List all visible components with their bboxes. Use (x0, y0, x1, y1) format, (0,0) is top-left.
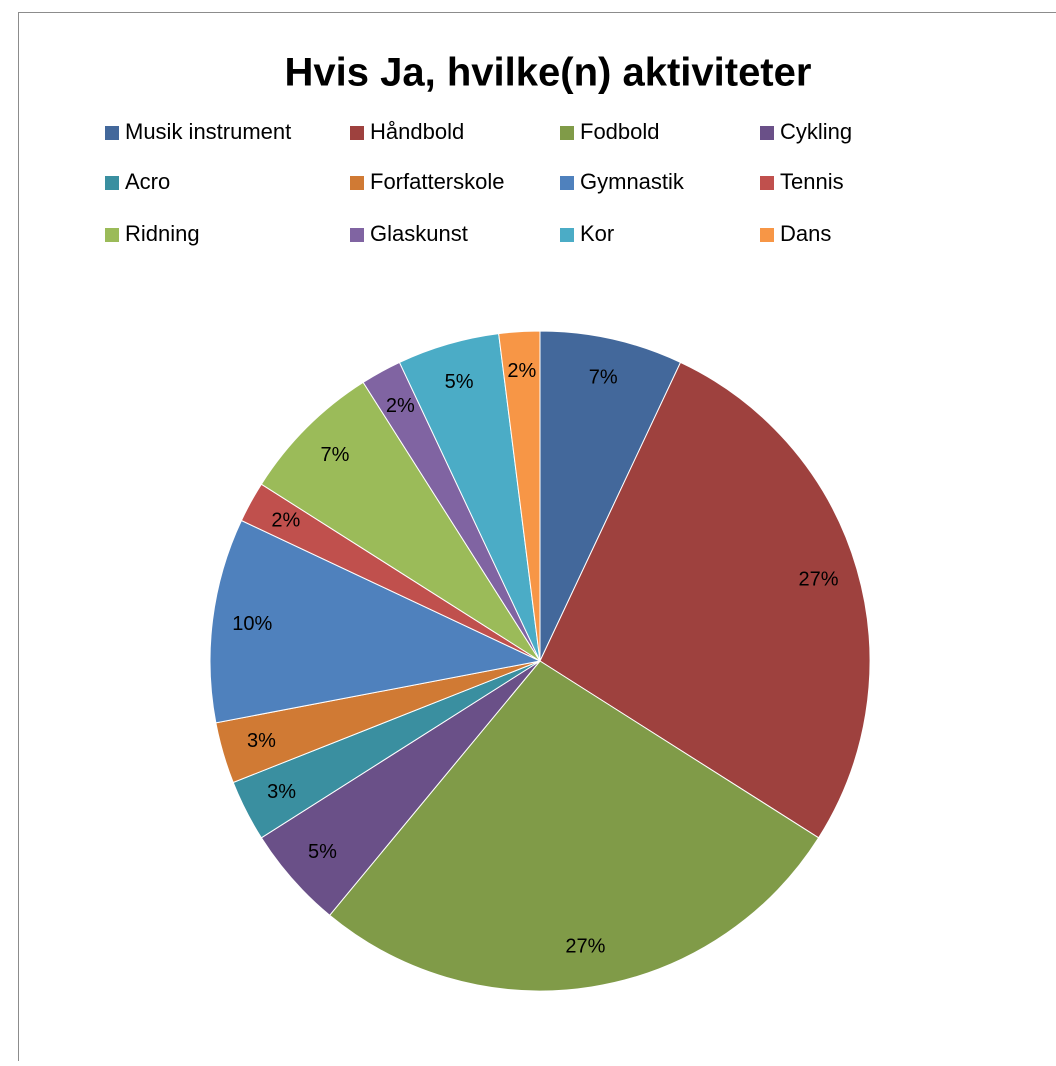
legend-swatch (760, 228, 774, 242)
legend-swatch (560, 126, 574, 140)
data-label: 10% (232, 613, 272, 635)
legend-label: Acro (125, 169, 170, 194)
legend-swatch (560, 228, 574, 242)
data-label: 3% (247, 730, 276, 752)
legend-label: Musik instrument (125, 119, 291, 144)
data-label: 2% (507, 360, 536, 382)
legend-label: Forfatterskole (370, 169, 505, 194)
legend-swatch (760, 126, 774, 140)
legend-swatch (105, 176, 119, 190)
data-label: 7% (589, 366, 618, 388)
legend-swatch (760, 176, 774, 190)
legend-label: Dans (780, 221, 831, 246)
legend-swatch (105, 228, 119, 242)
legend-swatch (350, 228, 364, 242)
data-label: 5% (308, 841, 337, 863)
data-label: 5% (445, 371, 474, 393)
legend-label: Kor (580, 221, 614, 246)
data-label: 2% (271, 510, 300, 532)
data-label: 7% (320, 444, 349, 466)
data-label: 27% (565, 936, 605, 958)
legend-swatch (105, 126, 119, 140)
legend-label: Fodbold (580, 119, 660, 144)
legend-label: Glaskunst (370, 221, 468, 246)
data-label: 3% (267, 781, 296, 803)
legend-label: Tennis (780, 169, 844, 194)
legend-label: Håndbold (370, 119, 464, 144)
chart-title: Hvis Ja, hvilke(n) aktiviteter (285, 51, 812, 95)
legend-swatch (350, 176, 364, 190)
legend-label: Cykling (780, 119, 852, 144)
legend-swatch (560, 176, 574, 190)
legend-label: Gymnastik (580, 169, 685, 194)
data-label: 27% (798, 568, 838, 590)
legend-swatch (350, 126, 364, 140)
data-label: 2% (386, 395, 415, 417)
legend-label: Ridning (125, 221, 200, 246)
